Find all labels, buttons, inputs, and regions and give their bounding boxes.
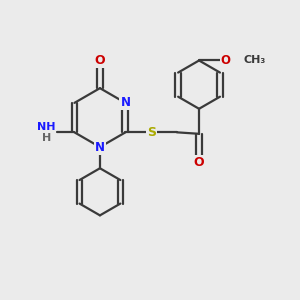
Text: CH₃: CH₃	[244, 56, 266, 65]
Text: S: S	[147, 126, 156, 139]
Text: O: O	[194, 156, 204, 169]
Text: O: O	[220, 54, 231, 67]
Text: N: N	[120, 96, 130, 110]
Text: H: H	[42, 133, 51, 143]
Text: NH: NH	[37, 122, 56, 132]
Text: N: N	[95, 141, 105, 154]
Text: O: O	[94, 54, 105, 67]
